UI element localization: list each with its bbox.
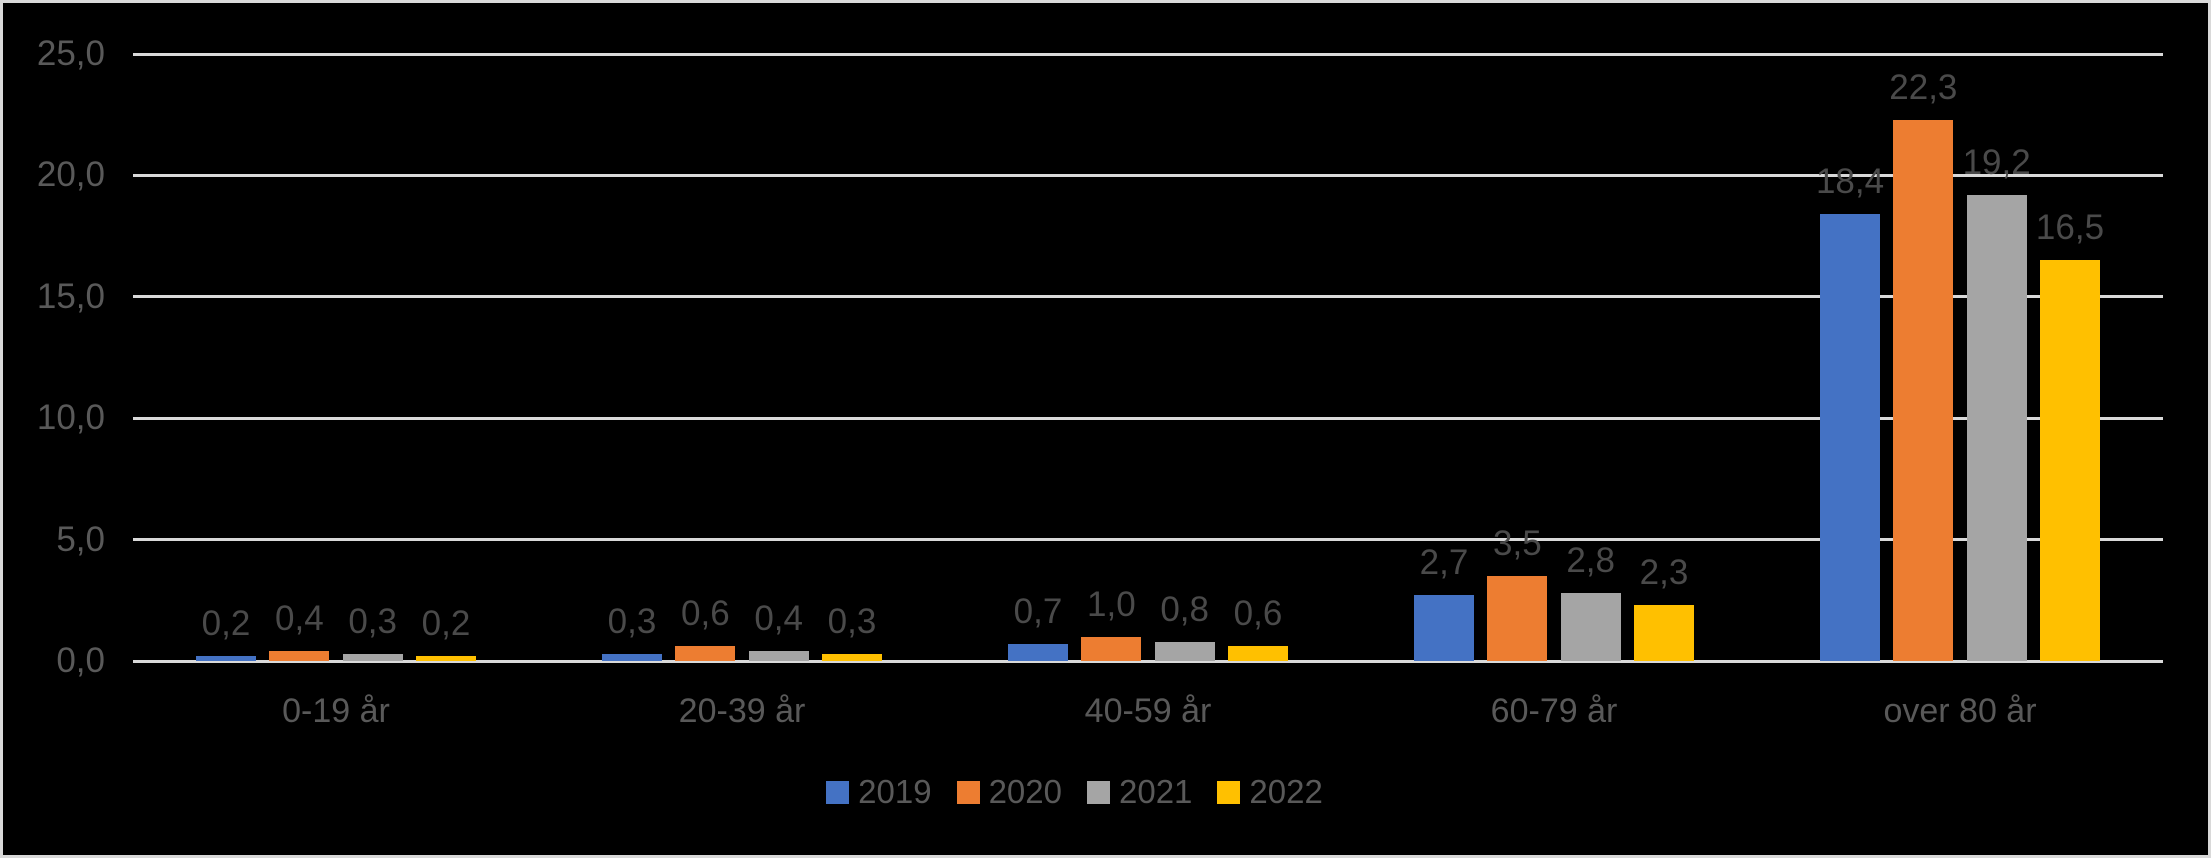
gridline <box>133 52 2163 56</box>
bar-2020-category-2 <box>1081 636 1142 661</box>
gridline <box>133 416 2163 420</box>
bar-value-label: 0,4 <box>754 599 803 639</box>
bar-2021-category-2 <box>1154 641 1215 661</box>
bar-value-label: 0,4 <box>275 599 324 639</box>
bar-value-label: 2,7 <box>1419 543 1469 583</box>
gridline <box>133 538 2163 542</box>
bar-2022-category-1 <box>821 653 882 661</box>
x-axis-category-label: 40-59 år <box>1084 692 1212 730</box>
legend-label-2019: 2019 <box>858 773 932 810</box>
legend-label-2020: 2020 <box>988 773 1062 810</box>
bar-value-label: 0,6 <box>681 594 730 634</box>
bar-value-label: 0,2 <box>421 604 471 644</box>
bar-value-label: 19,2 <box>1962 142 2031 182</box>
bar-value-label: 18,4 <box>1815 162 1885 202</box>
legend-swatch-2020 <box>956 780 980 804</box>
x-axis-category-label: 20-39 år <box>678 692 806 730</box>
bar-2022-category-0 <box>415 656 476 661</box>
bar-2022-category-3 <box>1633 605 1694 661</box>
bar-value-label: 0,3 <box>827 601 877 641</box>
y-tick-label: 20,0 <box>36 155 105 195</box>
legend-swatch-2022 <box>1217 780 1241 804</box>
legend-item-2021: 2021 <box>1087 774 1192 810</box>
plot-area: 0,2 0,4 0,3 0,2 0,3 0,6 0,4 0,3 0,7 1,0 0,8 0,6 2,7 3… <box>133 52 2163 663</box>
bar-2021-category-0 <box>342 653 403 661</box>
x-axis-line <box>133 659 2163 663</box>
bar-2019-category-1 <box>602 653 662 661</box>
legend-label-2021: 2021 <box>1119 773 1193 810</box>
x-axis-category-label: over 80 år <box>1883 692 2037 730</box>
bar-2021-category-1 <box>748 651 809 661</box>
bar-2019-category-3 <box>1414 595 1474 661</box>
chart-legend: 2019 2020 2021 2022 <box>3 773 2177 810</box>
legend-swatch-2019 <box>826 780 850 804</box>
legend-item-2022: 2022 <box>1217 773 1323 810</box>
y-tick-label: 15,0 <box>36 276 105 316</box>
legend-label-2022: 2022 <box>1249 773 1323 810</box>
bar-value-label: 22,3 <box>1889 67 1958 107</box>
legend-item-2020: 2020 <box>956 773 1062 810</box>
bar-value-label: 1,0 <box>1087 584 1136 624</box>
bar-2021-category-4 <box>1966 194 2027 661</box>
legend-swatch-2021 <box>1087 780 1110 804</box>
y-tick-label: 0,0 <box>56 641 105 680</box>
bar-2019-category-4 <box>1820 214 1880 661</box>
y-tick-label: 5,0 <box>56 519 105 559</box>
legend-item-2019: 2019 <box>826 773 932 810</box>
bar-2020-category-0 <box>269 651 330 661</box>
bar-2021-category-3 <box>1560 593 1621 661</box>
bar-2020-category-1 <box>675 646 736 661</box>
bar-2020-category-4 <box>1893 119 1954 661</box>
bar-2019-category-2 <box>1008 644 1068 661</box>
bar-value-label: 3,5 <box>1493 524 1542 564</box>
y-tick-label: 10,0 <box>36 398 105 438</box>
x-axis-category-label: 0-19 år <box>282 692 390 730</box>
bar-value-label: 0,6 <box>1233 594 1283 634</box>
bar-2020-category-3 <box>1487 576 1548 661</box>
bar-2019-category-0 <box>196 656 256 661</box>
bar-value-label: 0,2 <box>201 604 251 644</box>
bar-value-label: 0,7 <box>1013 592 1063 632</box>
bar-2022-category-4 <box>2039 260 2100 661</box>
bar-value-label: 0,3 <box>348 601 397 641</box>
bar-value-label: 2,8 <box>1566 541 1615 581</box>
bar-value-label: 0,8 <box>1160 589 1209 629</box>
bar-value-label: 16,5 <box>2035 208 2105 248</box>
x-axis-category-label: 60-79 år <box>1490 692 1618 730</box>
bar-value-label: 0,3 <box>607 601 657 641</box>
y-tick-label: 25,0 <box>36 34 105 73</box>
bar-2022-category-2 <box>1227 646 1288 661</box>
gridline <box>133 173 2163 177</box>
gridline <box>133 295 2163 299</box>
bar-value-label: 2,3 <box>1639 553 1689 593</box>
